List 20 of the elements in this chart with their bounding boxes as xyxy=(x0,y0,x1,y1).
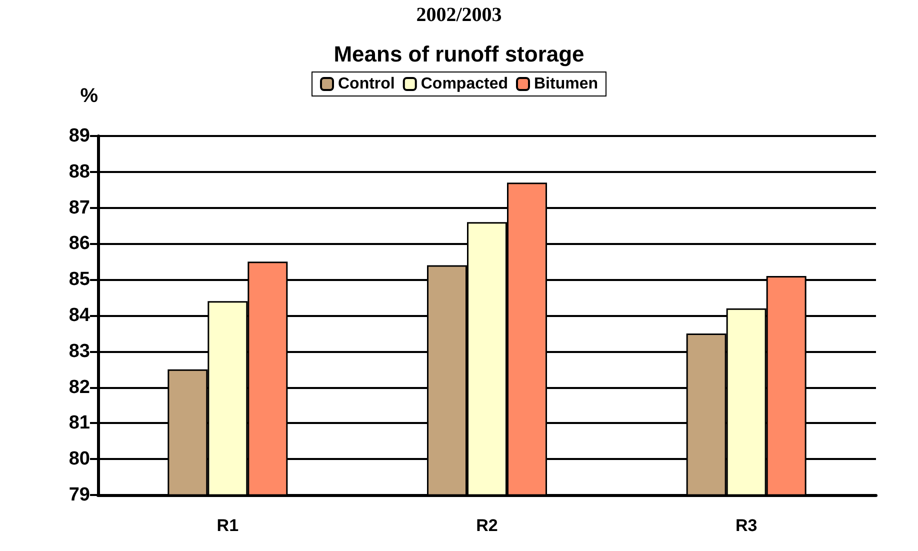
y-axis-title: % xyxy=(80,85,98,107)
x-tick-label: R2 xyxy=(476,516,498,535)
y-tick-label: 89 xyxy=(68,126,90,146)
x-tick-label: R1 xyxy=(216,516,239,535)
y-tick-label: 81 xyxy=(68,412,90,434)
y-tick-label: 83 xyxy=(68,340,90,362)
y-tick-label: 88 xyxy=(68,161,90,182)
legend-label: Compacted xyxy=(420,76,508,92)
y-tick-label: 87 xyxy=(68,197,90,218)
legend-label: Control xyxy=(338,76,395,92)
y-tick-label: 80 xyxy=(68,448,90,470)
y-tick-label: 79 xyxy=(68,484,90,506)
y-tick-label: 84 xyxy=(68,305,90,326)
chart-title: 2002/2003 xyxy=(416,4,502,26)
x-tick-label: R3 xyxy=(735,516,758,535)
y-tick-label: 82 xyxy=(68,376,90,398)
chart-subtitle: Means of runoff storage xyxy=(334,42,584,66)
legend-label: Bitumen xyxy=(534,76,598,92)
y-tick-label: 86 xyxy=(68,233,90,254)
y-tick-label: 85 xyxy=(68,269,90,290)
